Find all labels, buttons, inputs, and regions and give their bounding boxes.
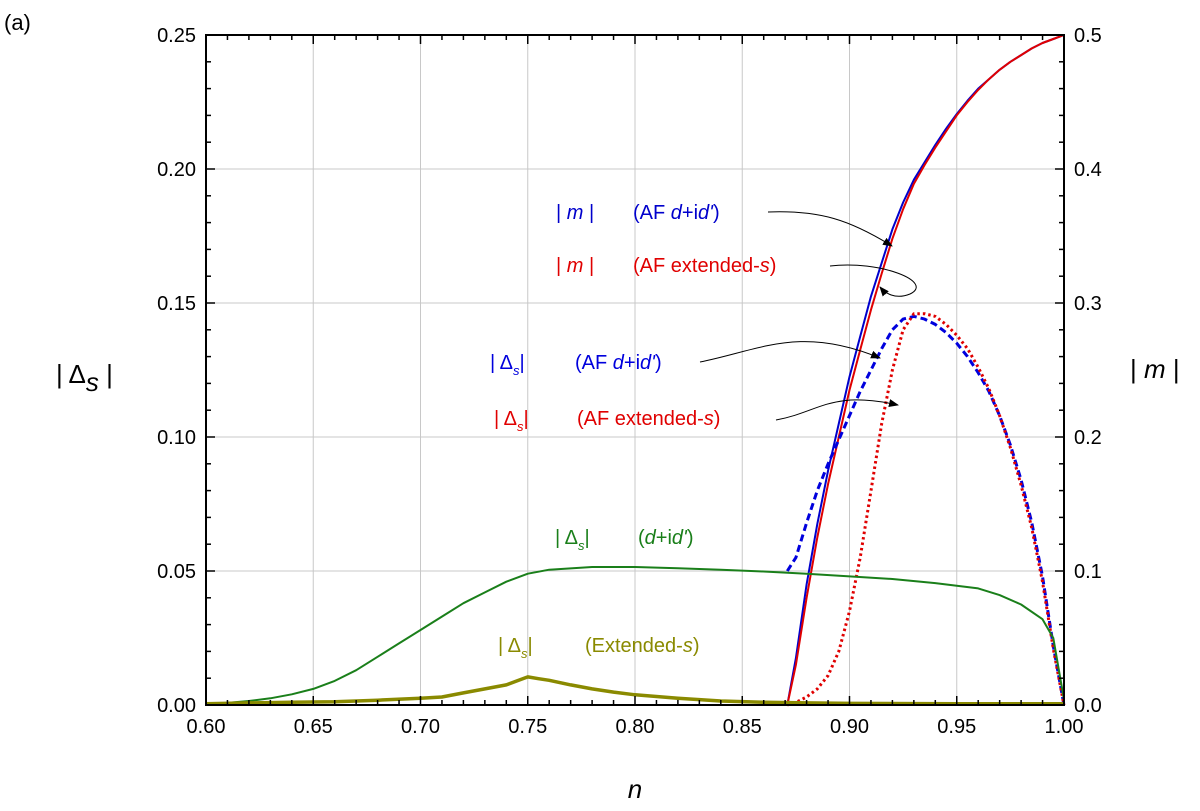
- annotations: | m | (AF d+id') | m | (AF extended-s) |…: [490, 202, 917, 661]
- y-left-title-sub: s: [86, 367, 99, 397]
- series-delta-ext-af: [786, 312, 1066, 707]
- ann-delta-ext: | Δs| (Extended-s): [498, 635, 700, 661]
- x-tick-labels: 0.60 0.65 0.70 0.75 0.80 0.85 0.90 0.95 1.00: [187, 716, 1084, 738]
- ticks: [205, 34, 1065, 706]
- ann-m-dd-arrow: [767, 211, 893, 247]
- y-left-tick-label: 0.00: [157, 695, 196, 717]
- ann-delta-dd-af: | Δs| (AF d+id'): [490, 352, 662, 378]
- y-left-tick-label: 0.05: [157, 561, 196, 583]
- y-right-tick-label: 0.3: [1074, 293, 1102, 315]
- y-left-tick-label: 0.25: [157, 25, 196, 47]
- x-tick-label: 0.60: [187, 716, 226, 738]
- y-right-tick-label: 0.2: [1074, 427, 1102, 449]
- x-axis-title: n: [628, 774, 642, 804]
- panel-label: (a): [4, 10, 31, 35]
- y-left-title-bar-open: |: [56, 359, 69, 389]
- y-right-tick-label: 0.0: [1074, 695, 1102, 717]
- ann-m-ext-arrow: [829, 264, 917, 297]
- y-left-tick-labels: 0.00 0.05 0.10 0.15 0.20 0.25: [157, 25, 196, 717]
- y-left-tick-label: 0.20: [157, 159, 196, 181]
- svg-text:| m |: | m |: [1130, 354, 1180, 384]
- y-left-tick-label: 0.15: [157, 293, 196, 315]
- ann-delta-ext-af: | Δs| (AF extended-s): [494, 408, 720, 434]
- y-left-title-delta: Δ: [69, 359, 86, 389]
- y-left-title-bar-close: |: [99, 359, 113, 389]
- x-tick-label: 0.70: [401, 716, 440, 738]
- y-right-tick-label: 0.1: [1074, 561, 1102, 583]
- x-tick-label: 0.85: [723, 716, 762, 738]
- series-delta-dd: [205, 566, 1065, 705]
- x-tick-label: 0.75: [508, 716, 547, 738]
- y-left-tick-label: 0.10: [157, 427, 196, 449]
- y-right-axis-title: | m |: [1130, 354, 1180, 384]
- series-m-ext: [786, 34, 1065, 706]
- ann-delta-dd-af-arrow: [699, 341, 881, 363]
- y-right-tick-label: 0.5: [1074, 25, 1102, 47]
- series-delta-dd-af: [786, 314, 1066, 706]
- x-tick-label: 0.90: [830, 716, 869, 738]
- ann-m-dd: | m | (AF d+id'): [556, 202, 720, 224]
- x-tick-label: 0.80: [616, 716, 655, 738]
- ann-m-ext: | m | (AF extended-s): [556, 255, 776, 277]
- ann-delta-ext-af-arrow: [775, 399, 899, 421]
- ann-delta-dd: | Δs| (d+id'): [555, 527, 694, 553]
- y-right-tick-label: 0.4: [1074, 159, 1102, 181]
- x-tick-label: 1.00: [1045, 716, 1084, 738]
- y-right-tick-labels: 0.0 0.1 0.2 0.3 0.4 0.5: [1074, 25, 1102, 717]
- y-left-axis-title: | Δs |: [56, 359, 113, 397]
- x-tick-label: 0.95: [937, 716, 976, 738]
- svg-text:| Δs |: | Δs |: [56, 359, 113, 397]
- x-tick-label: 0.65: [294, 716, 333, 738]
